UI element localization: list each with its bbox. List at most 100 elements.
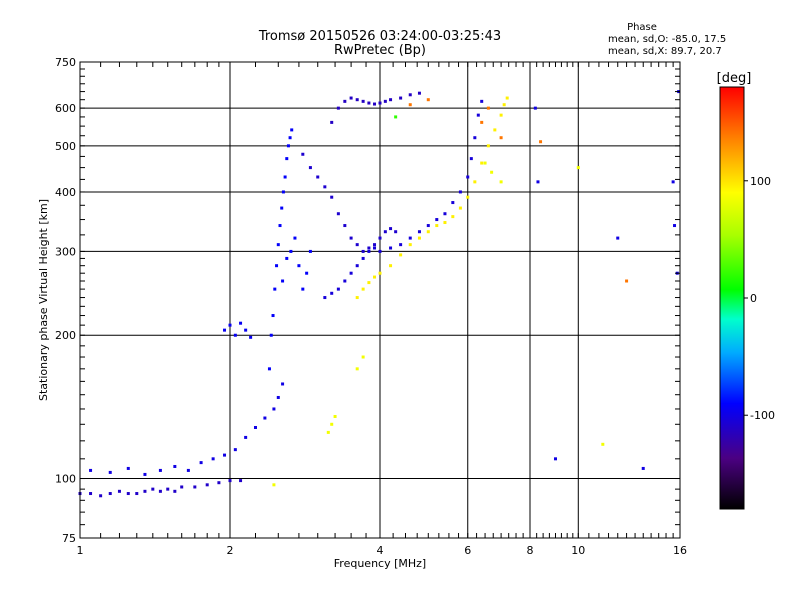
data-point	[288, 136, 292, 140]
data-point	[263, 416, 267, 420]
data-point	[151, 487, 155, 491]
data-point	[228, 479, 232, 483]
data-point	[466, 175, 470, 179]
data-point	[244, 435, 248, 439]
data-point	[286, 144, 290, 148]
data-point	[343, 279, 347, 283]
data-point	[469, 157, 473, 161]
data-point	[355, 367, 359, 371]
data-point	[126, 466, 130, 470]
data-point	[426, 98, 430, 102]
y-tick-label: 200	[55, 329, 76, 342]
data-point	[333, 414, 337, 418]
data-point	[408, 236, 412, 240]
data-point	[355, 264, 359, 268]
x-tick-label: 1	[77, 544, 84, 557]
y-axis-label: Stationary phase Virtual Height [km]	[37, 199, 50, 401]
data-point	[480, 120, 484, 124]
data-point	[239, 321, 243, 325]
data-point	[499, 136, 503, 140]
data-point	[281, 382, 285, 386]
stats-line-x: mean, sd,X: 89.7, 20.7	[608, 46, 722, 57]
y-tick-label: 400	[55, 186, 76, 199]
data-point	[476, 113, 480, 117]
data-point	[466, 195, 470, 199]
data-point	[394, 230, 398, 234]
data-point	[367, 281, 371, 285]
colorbar-ticks: 100 0 -100	[744, 175, 775, 422]
data-point	[533, 106, 537, 110]
data-point	[399, 96, 403, 100]
data-point	[349, 271, 353, 275]
data-point	[367, 101, 371, 105]
colorbar-tick-label: 100	[750, 175, 771, 188]
data-point	[336, 106, 340, 110]
data-point	[399, 243, 403, 247]
data-point	[426, 230, 430, 234]
data-point	[143, 472, 147, 476]
data-point	[330, 422, 334, 426]
data-point	[383, 230, 387, 234]
data-point	[486, 106, 490, 110]
data-point	[283, 175, 287, 179]
data-point	[473, 136, 477, 140]
data-point	[308, 249, 312, 253]
chart-title: Tromsø 20150526 03:24:00-03:25:43	[258, 29, 501, 44]
data-point	[378, 236, 382, 240]
data-point	[223, 328, 227, 332]
data-point	[367, 246, 371, 250]
data-point	[166, 487, 170, 491]
data-point	[378, 271, 382, 275]
colorbar-tick-label: -100	[750, 409, 775, 422]
data-point	[228, 323, 232, 327]
data-point	[336, 287, 340, 291]
colorbar-tick-label: 0	[750, 292, 757, 305]
data-point	[601, 442, 605, 446]
data-point	[399, 253, 403, 257]
data-point	[361, 256, 365, 260]
data-point	[671, 180, 675, 184]
data-point	[355, 296, 359, 300]
data-point	[417, 91, 421, 95]
data-point	[355, 98, 359, 102]
data-point	[211, 457, 215, 461]
data-point	[505, 96, 509, 100]
data-point	[244, 328, 248, 332]
data-point	[389, 98, 393, 102]
data-point	[308, 166, 312, 170]
data-point	[289, 249, 293, 253]
data-point	[336, 212, 340, 216]
data-point	[99, 494, 103, 498]
data-point	[193, 485, 197, 489]
data-point	[271, 314, 275, 318]
y-axis-ticks: 75 100 200 300 400 500 600 750	[55, 56, 680, 545]
data-point	[143, 489, 147, 493]
data-point	[135, 492, 139, 496]
grid-lines	[80, 62, 680, 538]
data-point	[473, 180, 477, 184]
data-point	[458, 206, 462, 210]
data-point	[408, 103, 412, 107]
data-point	[281, 190, 285, 194]
data-point	[269, 333, 273, 337]
x-tick-label: 6	[464, 544, 471, 557]
data-point	[199, 461, 203, 465]
data-point	[373, 243, 377, 247]
data-point	[285, 256, 289, 260]
data-point	[117, 489, 121, 493]
data-point	[483, 161, 487, 165]
data-point	[158, 489, 162, 493]
data-point	[490, 170, 494, 174]
data-point	[499, 113, 503, 117]
data-point	[480, 161, 484, 165]
data-point	[576, 166, 580, 170]
data-point	[499, 180, 503, 184]
data-point	[180, 485, 184, 489]
x-tick-label: 2	[227, 544, 234, 557]
data-point	[435, 224, 439, 228]
data-point	[443, 212, 447, 216]
colorbar	[719, 86, 745, 510]
data-point	[173, 464, 177, 468]
data-point	[349, 96, 353, 100]
data-point	[451, 201, 455, 205]
